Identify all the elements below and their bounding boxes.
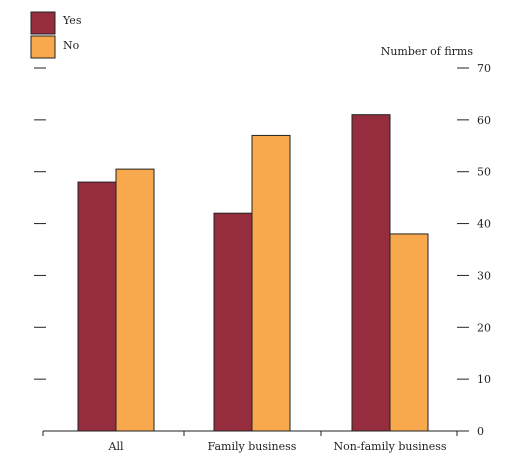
y-tick-label-60: 60	[477, 114, 491, 127]
bar-yes-non-family-business	[351, 114, 391, 432]
bar-no-non-family-business	[389, 233, 429, 432]
legend-label-no: No	[63, 39, 80, 52]
x-label-non-family-business: Non-family business	[333, 440, 446, 453]
legend: Yes No	[30, 11, 82, 59]
y-tick-label-30: 30	[477, 269, 491, 282]
y-tick-label-0: 0	[477, 425, 484, 438]
x-axis-labels: All Family business Non-family business	[108, 440, 447, 453]
y-tick-label-50: 50	[477, 166, 491, 179]
bar-no-all	[115, 168, 155, 432]
bars	[77, 114, 429, 432]
y-axis-title: Number of firms	[381, 45, 474, 58]
right-y-axis: 0 10 20 30 40 50 60 70	[457, 62, 491, 438]
legend-label-yes: Yes	[62, 14, 82, 27]
bar-no-family-business	[251, 134, 291, 432]
bar-yes-all	[77, 181, 117, 432]
y-tick-label-40: 40	[477, 218, 491, 231]
y-tick-label-20: 20	[477, 321, 491, 334]
y-tick-label-10: 10	[477, 373, 491, 386]
y-tick-label-70: 70	[477, 62, 491, 75]
x-label-family-business: Family business	[208, 440, 297, 453]
legend-swatch-yes	[30, 11, 56, 35]
x-tick-marks	[42, 431, 458, 436]
left-tick-marks	[34, 67, 46, 380]
legend-swatch-no	[30, 35, 56, 59]
bar-yes-family-business	[213, 212, 253, 432]
x-label-all: All	[108, 440, 124, 453]
